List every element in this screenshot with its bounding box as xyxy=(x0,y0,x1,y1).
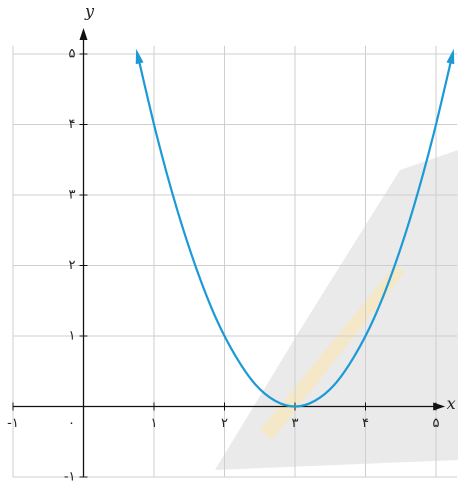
y-tick-label: ۳ xyxy=(69,188,76,203)
plot xyxy=(135,48,455,408)
y-tick-label: -۱ xyxy=(64,470,76,482)
watermark-stripe xyxy=(260,265,405,440)
y-tick-label: ۲ xyxy=(69,258,76,273)
axes: x y -۱ ۰ ۱ ۲ ۳ ۴ ۵ -۱ ۱ ۲ ۳ ۴ ۵ xyxy=(7,2,456,482)
x-tick-label: ۱ xyxy=(151,416,158,431)
x-tick-label: ۴ xyxy=(362,416,369,431)
x-tick-label: ۵ xyxy=(433,416,440,431)
x-tick-label: ۰ xyxy=(68,416,75,431)
curve-arrow xyxy=(135,48,144,65)
y-axis-arrow xyxy=(79,28,88,40)
watermark xyxy=(215,150,458,470)
y-tick-label: ۱ xyxy=(69,329,76,344)
x-axis-label: x xyxy=(447,394,456,413)
curve xyxy=(136,52,454,408)
y-tick-label: ۴ xyxy=(69,117,76,132)
x-tick-label: ۳ xyxy=(292,416,299,431)
y-axis-label: y xyxy=(84,2,95,21)
x-tick-label: ۲ xyxy=(221,416,228,431)
x-tick-label: -۱ xyxy=(7,416,19,431)
curve-arrow xyxy=(446,48,455,65)
y-tick-label: ۵ xyxy=(69,47,76,62)
